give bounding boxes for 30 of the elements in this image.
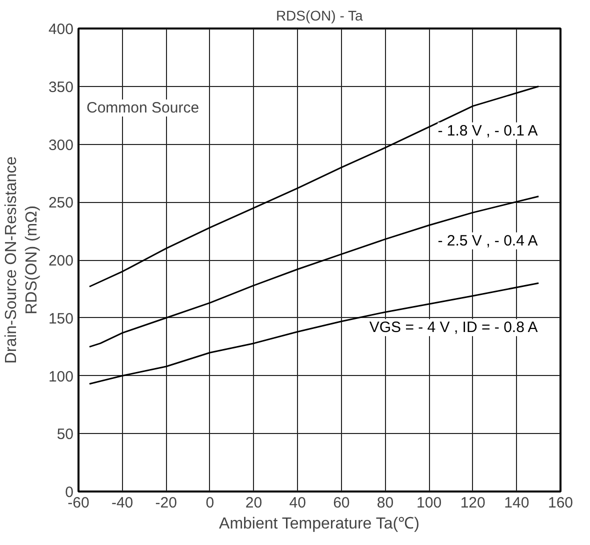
x-tick-label: 40 [289, 494, 306, 512]
y-tick-label: 350 [48, 78, 74, 96]
x-tick-label: 60 [333, 494, 350, 512]
y-axis-title: Drain-Source ON-Resistance RDS(ON) (mΩ) [3, 156, 40, 364]
x-axis-title: Ambient Temperature Ta(℃) [219, 516, 420, 532]
x-tick-label: 20 [245, 494, 262, 512]
series-label: - 2.5 V , - 0.4 A [438, 232, 538, 250]
x-tick-label: -40 [111, 494, 134, 512]
series-label: VGS = - 4 V , ID = - 0.8 A [369, 319, 538, 336]
line-series [88, 196, 540, 348]
x-tick-label: 160 [548, 494, 574, 512]
annotation: Common Source [86, 100, 200, 116]
x-tick-label: 140 [504, 494, 530, 512]
y-tick-label: 300 [48, 136, 74, 154]
y-tick-label: 400 [48, 21, 74, 38]
y-tick-label: 50 [56, 426, 74, 444]
x-tick-label: 100 [416, 494, 442, 512]
x-tick-label: 0 [206, 494, 214, 512]
x-tick-label: 120 [460, 494, 486, 512]
chart-title: RDS(ON) - Ta [276, 8, 364, 24]
y-tick-label: 200 [48, 252, 74, 270]
y-tick-label: 100 [48, 368, 74, 386]
y-tick-label: 150 [48, 310, 74, 328]
x-tick-label: 80 [376, 494, 394, 512]
y-tick-label: 250 [48, 194, 74, 212]
series-label: - 1.8 V , - 0.1 A [438, 122, 538, 140]
line-series [88, 282, 540, 385]
x-tick-label: -20 [155, 494, 177, 512]
y-tick-label: 0 [65, 484, 74, 501]
line-series [88, 86, 540, 288]
